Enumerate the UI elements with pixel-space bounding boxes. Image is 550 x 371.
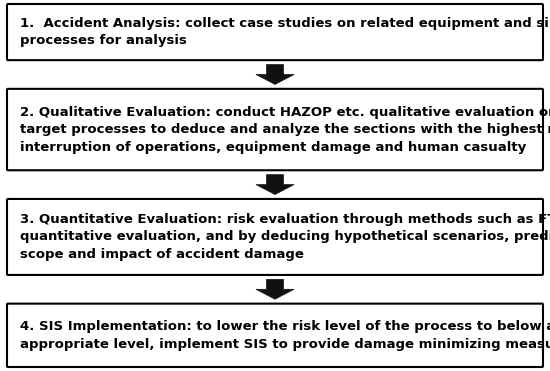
Text: 1.  Accident Analysis: collect case studies on related equipment and similar
pro: 1. Accident Analysis: collect case studi… bbox=[20, 17, 550, 47]
Text: 2. Qualitative Evaluation: conduct HAZOP etc. qualitative evaluation on the
targ: 2. Qualitative Evaluation: conduct HAZOP… bbox=[20, 105, 550, 154]
Polygon shape bbox=[256, 65, 294, 85]
Polygon shape bbox=[256, 279, 294, 299]
FancyBboxPatch shape bbox=[7, 4, 543, 60]
Text: 4. SIS Implementation: to lower the risk level of the process to below an
approp: 4. SIS Implementation: to lower the risk… bbox=[20, 320, 550, 351]
FancyBboxPatch shape bbox=[7, 89, 543, 170]
FancyBboxPatch shape bbox=[7, 199, 543, 275]
Polygon shape bbox=[256, 175, 294, 194]
FancyBboxPatch shape bbox=[7, 303, 543, 367]
Text: 3. Quantitative Evaluation: risk evaluation through methods such as FTA
quantita: 3. Quantitative Evaluation: risk evaluat… bbox=[20, 213, 550, 261]
